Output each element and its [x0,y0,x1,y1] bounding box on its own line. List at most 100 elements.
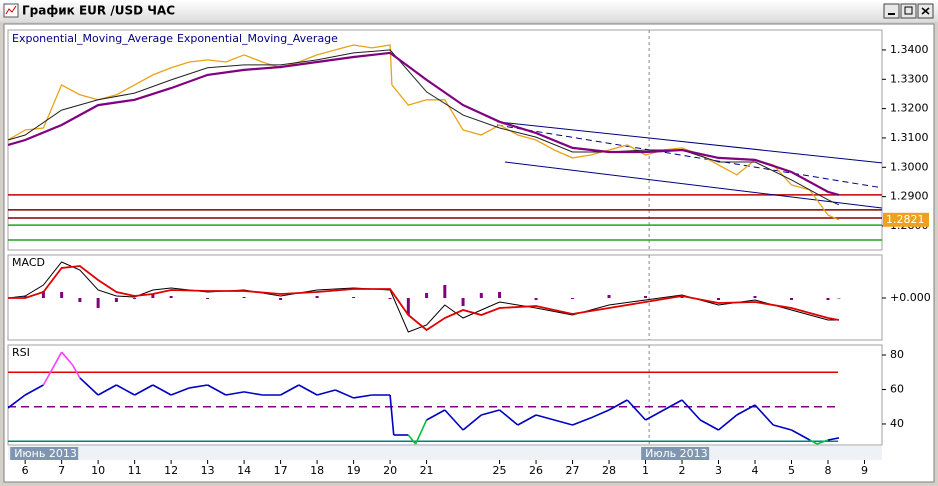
x-tick-label: 26 [529,464,543,477]
title-bar [0,0,938,22]
window-buttons[interactable] [883,3,934,19]
x-tick-label: 20 [383,464,397,477]
histogram-bar [753,296,757,298]
maximize-button[interactable] [900,3,917,19]
histogram-bar [23,296,27,298]
series-line [8,261,839,333]
histogram-bar [60,292,64,298]
histogram-bar [607,295,611,298]
series-line [8,51,840,196]
panel-plot [8,345,840,445]
x-tick-label: 2 [679,464,686,477]
rsi-segment [24,384,44,396]
histogram-bar [571,298,575,299]
rsi-segment [97,384,117,396]
rsi-segment [414,419,428,445]
trend-line [496,121,882,164]
y-tick-label: +0.000 [890,291,931,304]
histogram-bar [680,297,684,298]
rsi-segment [754,404,774,426]
legend-entry: Exponential_Moving_Average [12,32,173,45]
rsi-segment [115,384,136,396]
panel-title: MACD [12,256,45,269]
x-tick-label: 9 [861,464,868,477]
histogram-bar [826,298,830,300]
minimize-button[interactable] [883,3,900,19]
trend-line [496,124,882,189]
histogram-bar [169,296,173,298]
maximize-glyph [904,6,913,15]
x-tick-label: 11 [128,464,142,477]
date-strip [8,446,882,460]
rsi-segment [736,404,756,416]
panel-plot [8,30,882,250]
histogram-bar [114,298,118,302]
histogram-bar [133,298,137,299]
histogram-bar [279,298,283,300]
rsi-segment [79,377,99,396]
rsi-segment [608,399,628,411]
histogram-bar [498,292,502,298]
rsi-segment [152,384,172,396]
panel-frame [7,29,883,251]
y-tick-label: 1.3000 [890,160,929,173]
rsi-segment [353,394,372,399]
month-label: Июль 2013 [645,447,708,460]
rsi-segment [462,414,482,431]
rsi-segment [626,399,647,421]
panel-plot [8,255,841,340]
rsi-segment [298,384,318,396]
histogram-bar [789,298,793,300]
rsi-segment [42,351,63,386]
y-tick-label: 40 [890,417,904,430]
histogram-bar [151,294,155,298]
histogram-bar [837,298,841,299]
x-tick-label: 14 [237,464,251,477]
rsi-segment [809,439,818,445]
rsi-segment [791,429,811,441]
rsi-segment [189,384,208,389]
current-price-box [883,212,929,227]
y-tick-label: 1.3200 [890,102,929,115]
y-tick-label: 60 [890,382,904,395]
rsi-segment [554,419,573,426]
x-tick-label: 21 [420,464,434,477]
rsi-segment [61,351,74,366]
histogram-bar [479,293,483,298]
rsi-segment [444,409,464,431]
month-label: Июнь 2013 [14,447,77,460]
x-tick-label: 7 [58,464,65,477]
histogram-bar [78,298,82,302]
histogram-bar [352,297,356,298]
x-tick-label: 5 [788,464,795,477]
panel-title: RSI [12,346,30,359]
y-tick-label: 1.3100 [890,131,929,144]
x-tick-label: 4 [752,464,759,477]
rsi-segment [590,409,610,419]
histogram-bar [206,298,210,299]
rsi-segment [316,389,336,396]
histogram-bar [534,298,538,300]
rsi-segment [773,424,792,431]
x-tick-label: 17 [274,464,288,477]
current-price-label: 1.2821 [886,213,925,226]
x-tick-label: 27 [566,464,580,477]
x-tick-label: 19 [347,464,361,477]
trend-line [504,161,882,209]
histogram-bar [96,298,100,308]
rsi-segment [8,394,26,409]
x-tick-label: 6 [22,464,29,477]
rsi-segment [645,409,665,421]
rsi-segment [699,419,719,431]
histogram-bar [388,298,392,299]
rsi-segment [207,384,227,396]
rsi-segment [280,384,300,396]
histogram-bar [425,293,429,298]
x-tick-label: 1 [642,464,649,477]
window-title: График EUR /USD ЧАС [22,4,175,18]
rsi-segment [663,399,683,411]
rsi-segment [517,414,537,426]
rsi-segment [407,434,417,445]
rsi-segment [389,394,395,436]
